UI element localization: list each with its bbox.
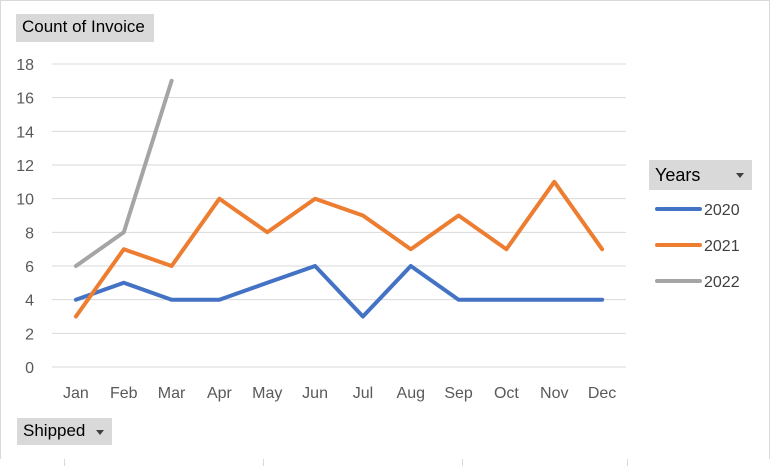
- x-tick-label: May: [252, 385, 282, 402]
- legend-label-2020: 2020: [704, 202, 740, 219]
- x-tick-label: Jun: [302, 385, 328, 402]
- x-tick-label: Feb: [110, 385, 138, 402]
- cell-gridline: [263, 459, 264, 466]
- y-tick-label: 6: [25, 259, 34, 276]
- x-tick-label: Aug: [397, 385, 425, 402]
- legend-label-2021: 2021: [704, 238, 740, 255]
- legend-field-label: Years: [655, 165, 701, 185]
- y-tick-label: 4: [25, 293, 34, 310]
- y-tick-label: 0: [25, 360, 34, 377]
- dropdown-arrow-icon[interactable]: [96, 429, 104, 435]
- x-tick-label: Mar: [158, 385, 186, 402]
- series-line-2021[interactable]: [73, 179, 605, 319]
- value-field-label: Count of Invoice: [22, 17, 145, 36]
- cell-gridline: [627, 459, 628, 466]
- y-tick-label: 8: [25, 225, 34, 242]
- y-tick-label: 2: [25, 326, 34, 343]
- y-tick-label: 12: [16, 158, 34, 175]
- legend-label-2022: 2022: [704, 274, 740, 291]
- filter-field-label: Shipped: [23, 421, 86, 440]
- x-tick-label: Oct: [494, 385, 519, 402]
- series-line-2022[interactable]: [73, 78, 174, 268]
- x-tick-label: Apr: [207, 385, 233, 402]
- value-field-button[interactable]: Count of Invoice: [16, 14, 154, 42]
- cell-gridline: [64, 459, 65, 466]
- dropdown-arrow-icon[interactable]: [736, 173, 744, 178]
- y-tick-label: 10: [16, 192, 34, 209]
- x-tick-label: Jan: [63, 385, 89, 402]
- y-tick-label: 18: [16, 57, 34, 74]
- sheet-strip: [0, 459, 770, 466]
- filter-field-button[interactable]: Shipped: [17, 418, 112, 445]
- x-tick-label: Jul: [353, 385, 373, 402]
- legend-field-button[interactable]: Years: [649, 160, 752, 190]
- series-line-2020[interactable]: [73, 264, 605, 319]
- x-tick-label: Dec: [588, 385, 616, 402]
- x-tick-label: Nov: [540, 385, 568, 402]
- x-tick-label: Sep: [444, 385, 473, 402]
- y-tick-label: 14: [16, 124, 34, 141]
- cell-gridline: [462, 459, 463, 466]
- y-tick-label: 16: [16, 91, 34, 108]
